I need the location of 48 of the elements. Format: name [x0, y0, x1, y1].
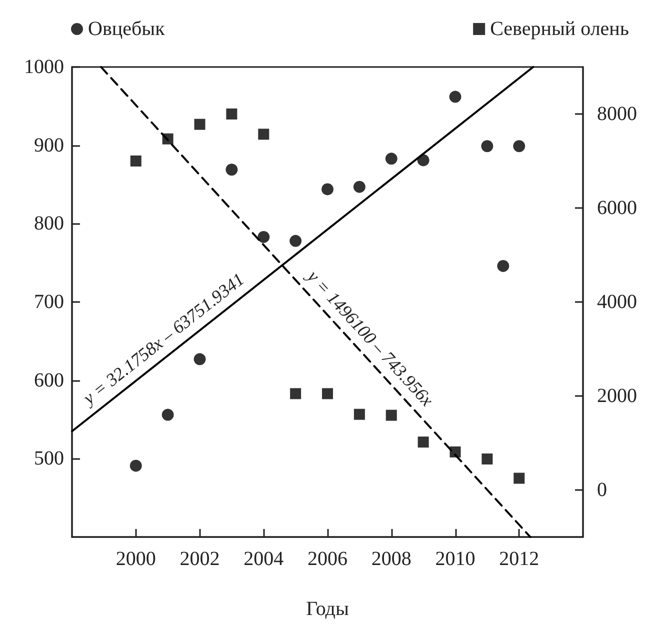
point	[226, 164, 238, 176]
y-tick-label: 600	[34, 369, 64, 392]
point	[290, 388, 302, 400]
point	[497, 260, 510, 272]
y-tick-label: 1000	[24, 56, 64, 78]
y-tick-label: 900	[34, 134, 64, 156]
point	[130, 460, 142, 472]
point	[194, 353, 206, 366]
y2-tick-label: 8000	[597, 103, 637, 125]
y2-tick-label: 2000	[597, 385, 637, 407]
point	[194, 118, 206, 130]
x-tick-label: 2002	[180, 548, 220, 570]
point	[162, 133, 174, 144]
point	[322, 183, 334, 196]
point	[226, 108, 238, 120]
y2-tick-label: 4000	[597, 291, 637, 313]
point	[258, 128, 270, 140]
x-axis-title: Годы	[306, 598, 349, 620]
legend-label: Овцебык	[88, 18, 166, 40]
y2-tick-label: 0	[597, 479, 607, 501]
point	[514, 472, 525, 484]
point	[450, 446, 461, 458]
y2-tick-label: 6000	[597, 197, 637, 219]
x-tick-label: 2004	[244, 548, 284, 570]
point	[290, 234, 302, 247]
point	[481, 140, 494, 152]
point	[353, 180, 366, 193]
point	[417, 154, 430, 166]
y-tick-label: 800	[34, 212, 64, 235]
point	[418, 436, 429, 448]
x-tick-label: 2012	[499, 548, 540, 570]
y-tick-label: 700	[34, 291, 64, 313]
x-tick-label: 2008	[371, 548, 412, 570]
point	[258, 230, 270, 243]
y-tick-label: 500	[34, 448, 64, 470]
x-tick-label: 2000	[116, 548, 156, 570]
point	[385, 152, 398, 165]
point	[322, 388, 333, 400]
x-tick-label: 2006	[308, 548, 348, 570]
point	[386, 410, 397, 421]
point	[354, 408, 365, 420]
point	[162, 408, 174, 421]
legend-label: Северный олень	[490, 18, 630, 40]
point	[130, 156, 142, 166]
point	[449, 90, 462, 103]
x-tick-label: 2010	[435, 548, 476, 570]
point	[482, 453, 493, 464]
point	[513, 140, 526, 152]
